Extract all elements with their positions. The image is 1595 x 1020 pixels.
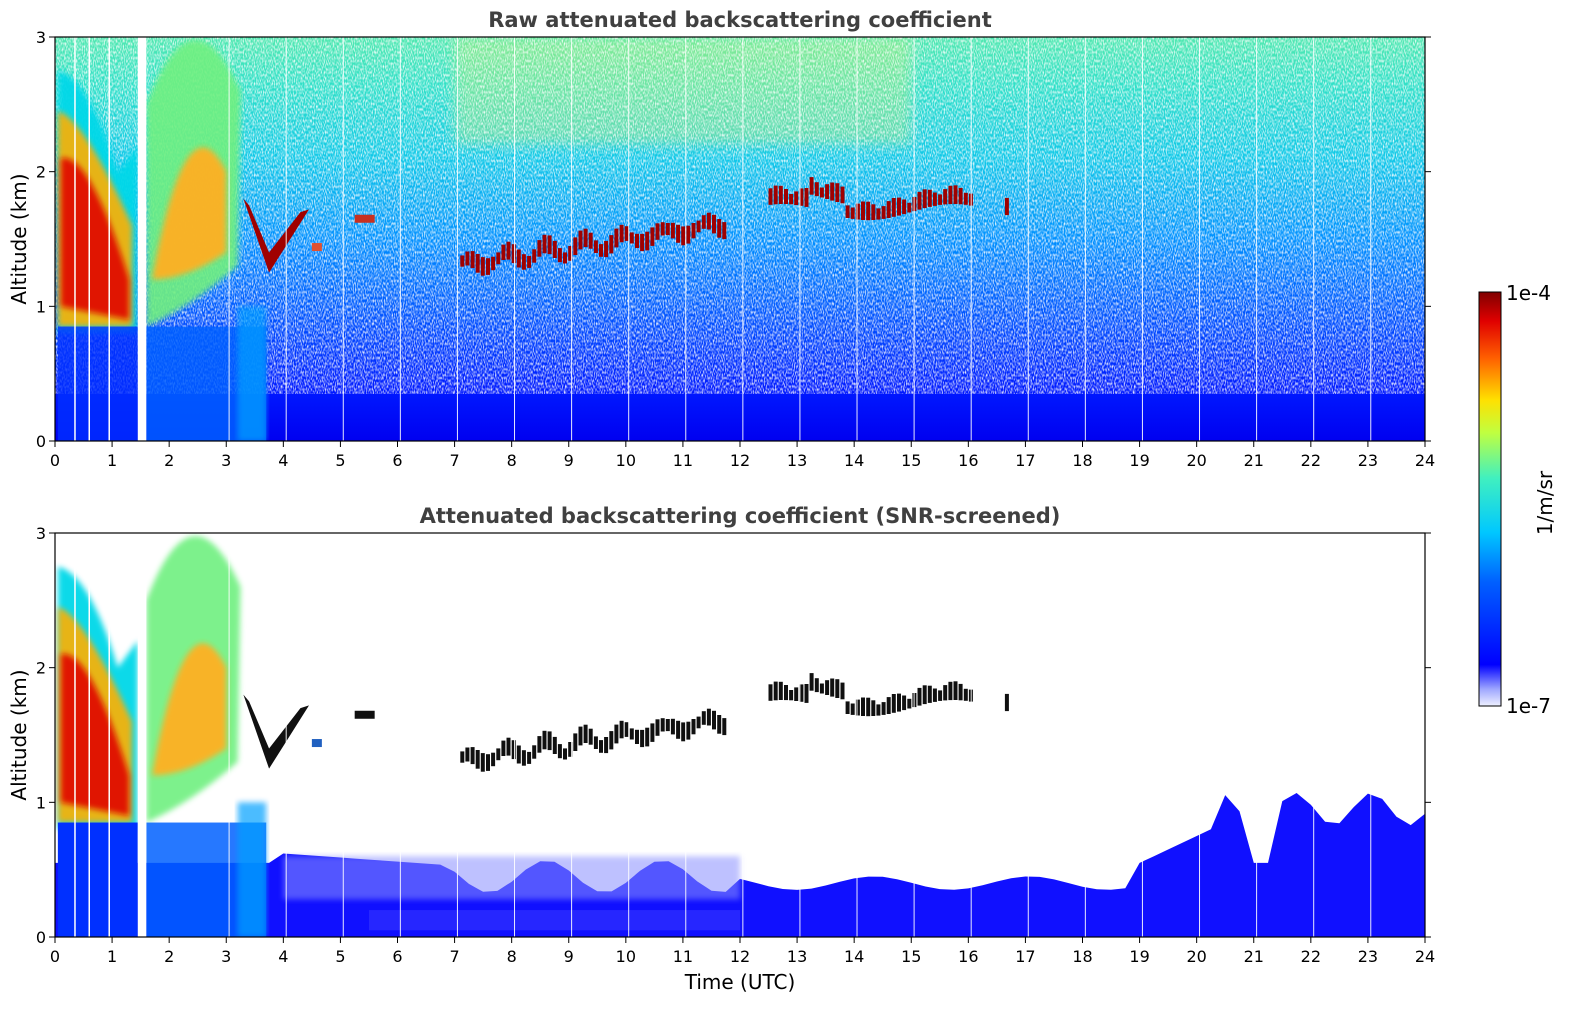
x-tick-label: 9 xyxy=(564,451,574,470)
x-tick-label: 18 xyxy=(1072,947,1092,966)
x-tick-label: 3 xyxy=(221,451,231,470)
x-tick-label: 5 xyxy=(335,947,345,966)
x-tick-label: 19 xyxy=(1129,451,1149,470)
x-tick-label: 11 xyxy=(673,947,693,966)
x-tick-label: 2 xyxy=(164,947,174,966)
y-tick-label: 0 xyxy=(36,928,46,947)
x-tick-label: 0 xyxy=(50,451,60,470)
x-tick-label: 5 xyxy=(335,451,345,470)
x-tick-label: 15 xyxy=(901,451,921,470)
x-tick-label: 0 xyxy=(50,947,60,966)
y-tick-label: 3 xyxy=(36,524,46,543)
x-tick-label: 1 xyxy=(107,947,117,966)
colorbar-unit-label: 1/m/sr xyxy=(1533,470,1557,535)
x-tick-label: 17 xyxy=(1015,451,1035,470)
x-tick-label: 6 xyxy=(392,947,402,966)
x-tick-label: 12 xyxy=(730,451,750,470)
x-tick-label: 21 xyxy=(1244,947,1264,966)
x-tick-label: 20 xyxy=(1186,947,1206,966)
y-tick-label: 0 xyxy=(36,432,46,451)
y-axis-label: Altitude (km) xyxy=(7,669,31,800)
y-tick-label: 2 xyxy=(36,163,46,182)
x-tick-label: 22 xyxy=(1301,947,1321,966)
x-tick-label: 4 xyxy=(278,451,288,470)
x-tick-label: 15 xyxy=(901,947,921,966)
heatmap-area xyxy=(55,37,1425,441)
y-tick-label: 2 xyxy=(36,659,46,678)
x-tick-label: 13 xyxy=(787,451,807,470)
x-tick-label: 10 xyxy=(616,451,636,470)
x-tick-label: 8 xyxy=(507,451,517,470)
x-tick-label: 23 xyxy=(1358,947,1378,966)
x-tick-label: 10 xyxy=(616,947,636,966)
x-tick-label: 13 xyxy=(787,947,807,966)
colorbar-max-label: 1e-4 xyxy=(1506,281,1551,305)
x-tick-label: 20 xyxy=(1186,451,1206,470)
chart-title: Attenuated backscattering coefficient (S… xyxy=(420,504,1061,528)
x-tick-label: 24 xyxy=(1415,451,1435,470)
x-tick-label: 11 xyxy=(673,451,693,470)
y-axis-label: Altitude (km) xyxy=(7,173,31,304)
x-tick-label: 19 xyxy=(1129,947,1149,966)
y-tick-label: 3 xyxy=(36,28,46,47)
x-tick-label: 9 xyxy=(564,947,574,966)
x-tick-label: 7 xyxy=(449,947,459,966)
x-tick-label: 4 xyxy=(278,947,288,966)
x-tick-label: 23 xyxy=(1358,451,1378,470)
colorbar: 1e-4 1e-7 1/m/sr xyxy=(1478,281,1557,718)
y-tick-label: 1 xyxy=(36,297,46,316)
x-tick-label: 12 xyxy=(730,947,750,966)
raw-backscatter-panel: Raw attenuated backscattering coefficien… xyxy=(7,8,1435,470)
x-tick-label: 14 xyxy=(844,451,864,470)
heatmap-area xyxy=(55,533,1425,937)
x-tick-label: 21 xyxy=(1244,451,1264,470)
x-tick-label: 1 xyxy=(107,451,117,470)
snr-screened-panel: Attenuated backscattering coefficient (S… xyxy=(7,504,1435,994)
y-tick-label: 1 xyxy=(36,793,46,812)
x-tick-label: 18 xyxy=(1072,451,1092,470)
x-tick-label: 16 xyxy=(958,947,978,966)
x-tick-label: 24 xyxy=(1415,947,1435,966)
colorbar-gradient xyxy=(1478,291,1502,707)
x-tick-label: 8 xyxy=(507,947,517,966)
x-tick-label: 22 xyxy=(1301,451,1321,470)
x-tick-label: 16 xyxy=(958,451,978,470)
x-tick-label: 7 xyxy=(449,451,459,470)
x-tick-label: 14 xyxy=(844,947,864,966)
x-tick-label: 2 xyxy=(164,451,174,470)
colorbar-min-label: 1e-7 xyxy=(1506,694,1551,718)
x-tick-label: 17 xyxy=(1015,947,1035,966)
chart-title: Raw attenuated backscattering coefficien… xyxy=(488,8,992,32)
x-axis-label: Time (UTC) xyxy=(684,970,796,994)
x-tick-label: 6 xyxy=(392,451,402,470)
x-tick-label: 3 xyxy=(221,947,231,966)
